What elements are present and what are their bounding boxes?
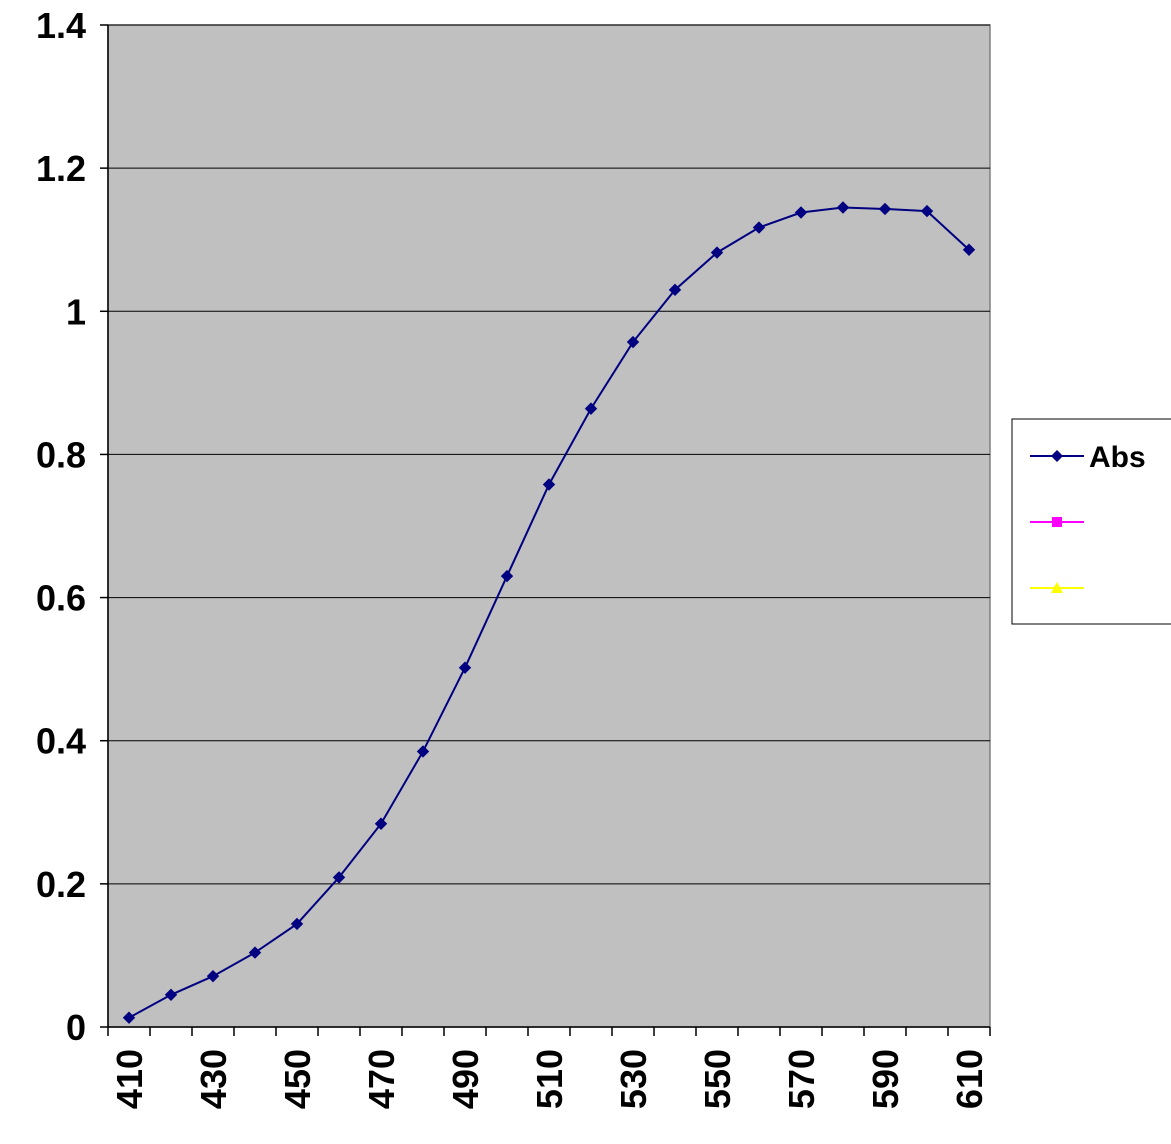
data-point — [542, 478, 556, 491]
x-tick-label: 450 — [277, 1049, 318, 1109]
y-tick-label: 0.6 — [36, 578, 86, 619]
y-tick-label: 1.2 — [36, 148, 86, 189]
legend-entry — [1030, 517, 1084, 527]
data-point — [332, 871, 346, 884]
legend-entry — [1030, 582, 1084, 593]
data-point — [962, 243, 976, 256]
data-point — [500, 569, 514, 583]
legend-marker-square — [1052, 517, 1062, 527]
data-point — [416, 745, 430, 758]
data-point — [374, 817, 388, 830]
x-tick-label: 490 — [445, 1049, 486, 1109]
series-abs — [122, 201, 976, 1024]
plot-area — [107, 24, 991, 1028]
y-tick-label: 1 — [66, 291, 86, 332]
y-tick-label: 0 — [66, 1007, 86, 1048]
y-tick-label: 0.2 — [36, 864, 86, 905]
x-tick-label: 510 — [529, 1049, 570, 1109]
y-tick-label: 1.4 — [36, 5, 86, 46]
y-tick-label: 0.4 — [36, 721, 86, 762]
legend-label: Abs — [1089, 441, 1146, 474]
gridlines — [108, 24, 990, 885]
y-tick-label: 0.8 — [36, 434, 86, 475]
data-point — [122, 1011, 136, 1024]
data-point — [710, 246, 724, 259]
data-point — [584, 402, 598, 415]
data-point — [878, 202, 892, 216]
legend-marker-diamond — [1051, 450, 1063, 462]
data-point — [794, 206, 808, 219]
x-tick-label: 590 — [865, 1049, 906, 1109]
data-point — [752, 221, 766, 234]
x-tick-label: 430 — [193, 1049, 234, 1109]
legend-entry: Abs — [1030, 441, 1146, 474]
data-point — [626, 335, 640, 349]
x-tick-label: 570 — [781, 1049, 822, 1109]
data-point — [836, 201, 850, 214]
y-tick-labels: 0 0.2 0.4 0.6 0.8 1 1.2 1.4 — [36, 5, 86, 1048]
x-tick-label: 610 — [949, 1049, 990, 1109]
data-point — [458, 661, 472, 674]
axes — [100, 24, 991, 1036]
x-tick-label: 470 — [361, 1049, 402, 1109]
x-tick-label: 410 — [109, 1049, 150, 1109]
x-tick-labels: 410 430 450 470 490 510 530 550 570 590 610 — [109, 1049, 990, 1109]
legend: Abs — [1011, 418, 1171, 625]
x-tick-label: 550 — [697, 1049, 738, 1109]
data-point — [668, 283, 682, 297]
x-tick-label: 530 — [613, 1049, 654, 1109]
data-point — [248, 946, 262, 959]
data-point — [920, 204, 934, 218]
data-point — [206, 969, 220, 983]
data-point — [290, 917, 304, 931]
legend-marker-triangle — [1051, 582, 1063, 593]
data-point — [164, 988, 178, 1001]
